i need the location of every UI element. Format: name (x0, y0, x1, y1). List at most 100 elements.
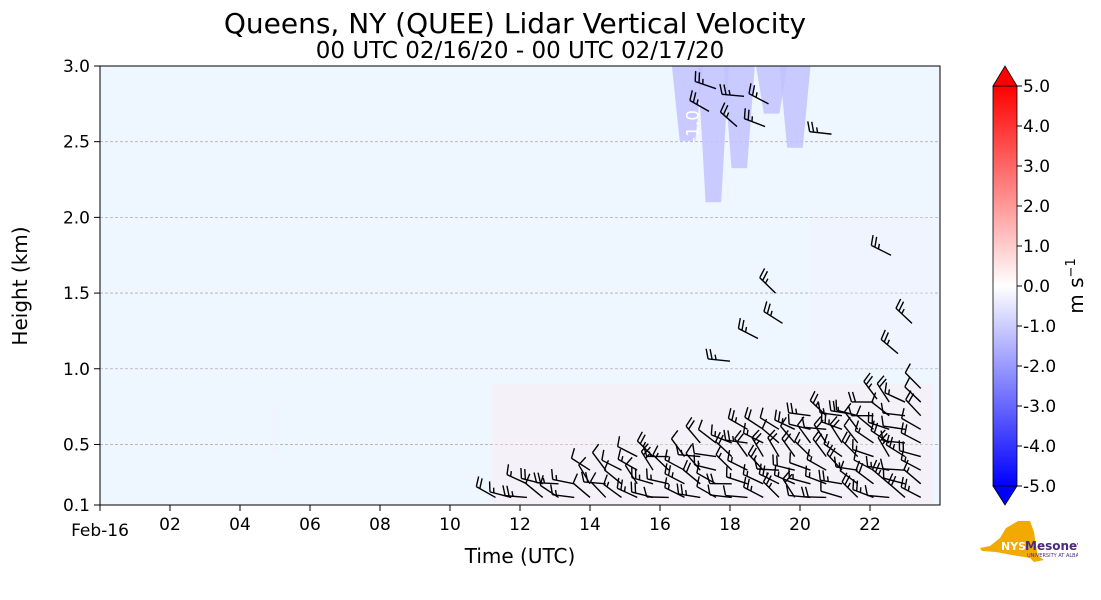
wind-barb (903, 459, 922, 485)
wind-barb (788, 467, 811, 485)
wind-barb (675, 444, 701, 458)
x-tick-label: Feb-16 (71, 521, 129, 541)
wind-barb (748, 83, 769, 105)
colorbar-tick-label: 2.0 (1023, 197, 1050, 217)
wind-barb (884, 382, 906, 403)
contour-label: -1.0 (684, 110, 704, 143)
wind-barb (550, 484, 575, 499)
colorbar-extend-max (992, 65, 1018, 87)
wind-barb (691, 442, 717, 458)
colorbar-tick-label: -2.0 (1023, 357, 1056, 377)
wind-barb (502, 485, 528, 499)
wind-barb (823, 433, 843, 458)
wind-barb (697, 419, 717, 444)
wind-barb (742, 422, 764, 444)
wind-barb (631, 467, 654, 485)
wind-barb (617, 448, 638, 471)
wind-barb (855, 405, 874, 430)
wind-barb (572, 473, 591, 498)
y-tick-label: 2.0 (63, 208, 90, 228)
wind-barb (664, 449, 685, 471)
wind-barb (616, 477, 638, 499)
wind-barb (743, 108, 766, 128)
wind-barb (781, 429, 796, 457)
wind-barb (880, 329, 899, 355)
wind-barb (591, 443, 607, 471)
chart-subtitle: 00 UTC 02/16/20 - 00 UTC 02/17/20 (316, 38, 725, 64)
x-tick-label: 08 (369, 515, 391, 535)
wind-barb (789, 452, 811, 471)
logo-university-text: UNIVERSITY AT ALBANY (1027, 553, 1087, 559)
wind-barb (818, 469, 843, 485)
wind-barb (603, 474, 622, 498)
wind-barb (786, 402, 811, 417)
x-tick-label: 18 (719, 515, 741, 535)
wind-barb (719, 102, 738, 128)
colorbar-label-base: m s (1064, 277, 1088, 313)
plume-shape (671, 66, 704, 141)
wind-barb (853, 449, 874, 471)
wind-barb (722, 485, 748, 499)
nys-mesonet-logo: NYS Mesonet UNIVERSITY AT ALBANY (980, 521, 1087, 562)
wind-barb (806, 449, 827, 471)
colorbar: 5.0 4.0 3.0 2.0 1.0 0.0 -1.0 -2.0 -3.0 -4.0 -5.0 m… (992, 65, 1088, 506)
wind-barb (551, 469, 575, 485)
wind-barb (737, 318, 759, 340)
wind-barb (773, 464, 796, 485)
wind-barb (744, 407, 764, 430)
wind-barb (904, 377, 922, 403)
wind-barb (475, 476, 496, 499)
colorbar-label-exp: −1 (1064, 258, 1079, 277)
wind-barb (715, 445, 733, 471)
x-tick-label: 16 (649, 515, 671, 535)
wind-barb (841, 472, 859, 498)
wind-barb (804, 465, 827, 485)
wind-barb (759, 268, 776, 294)
y-axis-label: Height (km) (8, 226, 32, 345)
wind-barb (707, 484, 732, 499)
wind-barb (871, 459, 890, 485)
x-tick-label: 02 (159, 515, 181, 535)
x-tick-label: 04 (229, 515, 251, 535)
wind-barb (694, 71, 717, 90)
wind-barb (772, 454, 795, 471)
colorbar-gradient (992, 85, 1018, 487)
wind-barb (727, 408, 748, 430)
wind-barb (706, 473, 732, 485)
wind-barb (851, 439, 874, 458)
wind-barb (643, 486, 669, 499)
wind-barb (719, 83, 745, 97)
wind-barb (664, 477, 685, 499)
plume-shape (697, 66, 729, 203)
wind-barb (854, 420, 874, 444)
wind-barb (847, 391, 874, 403)
colorbar-tick-label: -3.0 (1023, 397, 1056, 417)
downdraft-plume (671, 66, 811, 203)
x-tick-label: 10 (439, 515, 461, 535)
colorbar-tick-label: 5.0 (1023, 77, 1050, 97)
wind-barb (839, 460, 859, 485)
colorbar-tick-label: 0.0 (1023, 277, 1050, 297)
wind-barb (898, 440, 921, 458)
wind-barb (880, 430, 906, 444)
y-tick-label: 2.5 (63, 133, 90, 153)
wind-barb (580, 471, 606, 485)
colorbar-extend-min (992, 485, 1018, 506)
wind-barb (723, 429, 748, 444)
wind-barb (774, 409, 796, 430)
wind-barb (616, 436, 638, 458)
wind-barb (807, 121, 832, 135)
wind-barb (685, 416, 701, 444)
wind-barb (759, 407, 780, 430)
updraft-region (492, 383, 933, 505)
plume-shape (779, 66, 811, 148)
wind-barb (787, 413, 811, 430)
logo-nys-text: NYS (1001, 540, 1026, 553)
wind-barb (693, 454, 717, 471)
y-tick-label: 1.5 (63, 284, 90, 304)
wind-barb (817, 402, 843, 417)
x-tick-label: 14 (579, 515, 601, 535)
wind-barb (533, 472, 559, 485)
wind-barb (900, 422, 922, 444)
